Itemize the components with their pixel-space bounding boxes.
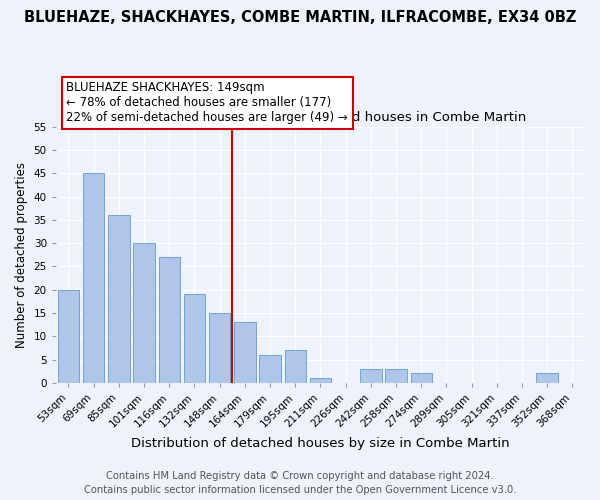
- Bar: [536, 374, 558, 383]
- Bar: [360, 369, 382, 383]
- Bar: [310, 378, 331, 383]
- Bar: [83, 174, 104, 383]
- Bar: [133, 243, 155, 383]
- Bar: [385, 369, 407, 383]
- Bar: [259, 355, 281, 383]
- Bar: [209, 313, 230, 383]
- Bar: [158, 257, 180, 383]
- Y-axis label: Number of detached properties: Number of detached properties: [15, 162, 28, 348]
- Bar: [410, 374, 432, 383]
- Bar: [284, 350, 306, 383]
- Text: Contains HM Land Registry data © Crown copyright and database right 2024.
Contai: Contains HM Land Registry data © Crown c…: [84, 471, 516, 495]
- Bar: [108, 216, 130, 383]
- Title: Size of property relative to detached houses in Combe Martin: Size of property relative to detached ho…: [115, 112, 526, 124]
- Text: BLUEHAZE SHACKHAYES: 149sqm
← 78% of detached houses are smaller (177)
22% of se: BLUEHAZE SHACKHAYES: 149sqm ← 78% of det…: [67, 82, 348, 124]
- X-axis label: Distribution of detached houses by size in Combe Martin: Distribution of detached houses by size …: [131, 437, 510, 450]
- Text: BLUEHAZE, SHACKHAYES, COMBE MARTIN, ILFRACOMBE, EX34 0BZ: BLUEHAZE, SHACKHAYES, COMBE MARTIN, ILFR…: [24, 10, 576, 25]
- Bar: [58, 290, 79, 383]
- Bar: [184, 294, 205, 383]
- Bar: [234, 322, 256, 383]
